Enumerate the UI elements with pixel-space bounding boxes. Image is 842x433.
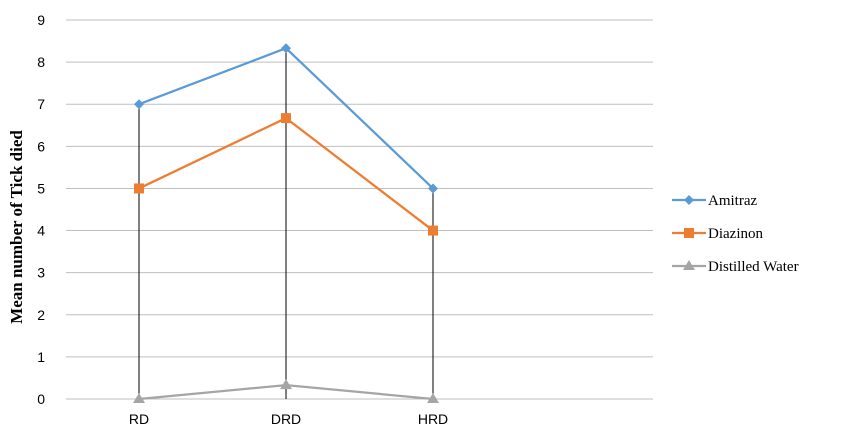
gridlines [66, 19, 653, 400]
legend-label: Distilled Water [708, 259, 799, 275]
drop-lines [138, 48, 434, 399]
legend-label: Amitraz [708, 193, 757, 209]
y-tick-label: 1 [37, 349, 45, 365]
data-point [428, 183, 438, 194]
series-amitraz [134, 43, 438, 194]
legend-marker [684, 228, 694, 238]
legend-label: Diazinon [708, 226, 763, 242]
data-point [428, 225, 438, 236]
y-tick-label: 8 [37, 54, 45, 70]
data-point [134, 183, 144, 194]
legend: Amitraz Diazinon Distilled Water [672, 193, 799, 275]
series-distilled-water [133, 379, 439, 403]
y-axis-ticks: 0 1 2 3 4 5 6 7 8 9 [37, 12, 45, 407]
y-tick-label: 0 [37, 391, 45, 407]
y-tick-label: 9 [37, 12, 45, 28]
legend-item: Amitraz [672, 193, 757, 209]
legend-marker [684, 195, 694, 205]
y-tick-label: 7 [37, 96, 45, 112]
data-point [133, 393, 145, 403]
legend-item: Diazinon [672, 226, 763, 242]
data-point [281, 113, 291, 124]
data-point [281, 43, 291, 54]
legend-marker [683, 260, 695, 270]
y-tick-label: 4 [37, 223, 45, 239]
y-tick-label: 5 [37, 180, 45, 196]
x-tick-label: RD [129, 411, 149, 427]
x-tick-label: HRD [418, 411, 448, 427]
series-group [133, 43, 439, 403]
x-axis-ticks: RD DRD HRD [129, 411, 448, 427]
legend-item: Distilled Water [672, 259, 799, 275]
data-point [280, 379, 292, 390]
y-tick-label: 2 [37, 307, 45, 323]
y-tick-label: 3 [37, 265, 45, 281]
data-point [427, 393, 439, 403]
data-point [134, 99, 144, 110]
y-axis-label: Mean number of Tick died [7, 130, 26, 324]
y-tick-label: 6 [37, 138, 45, 154]
x-tick-label: DRD [271, 411, 301, 427]
series-diazinon [134, 113, 438, 236]
